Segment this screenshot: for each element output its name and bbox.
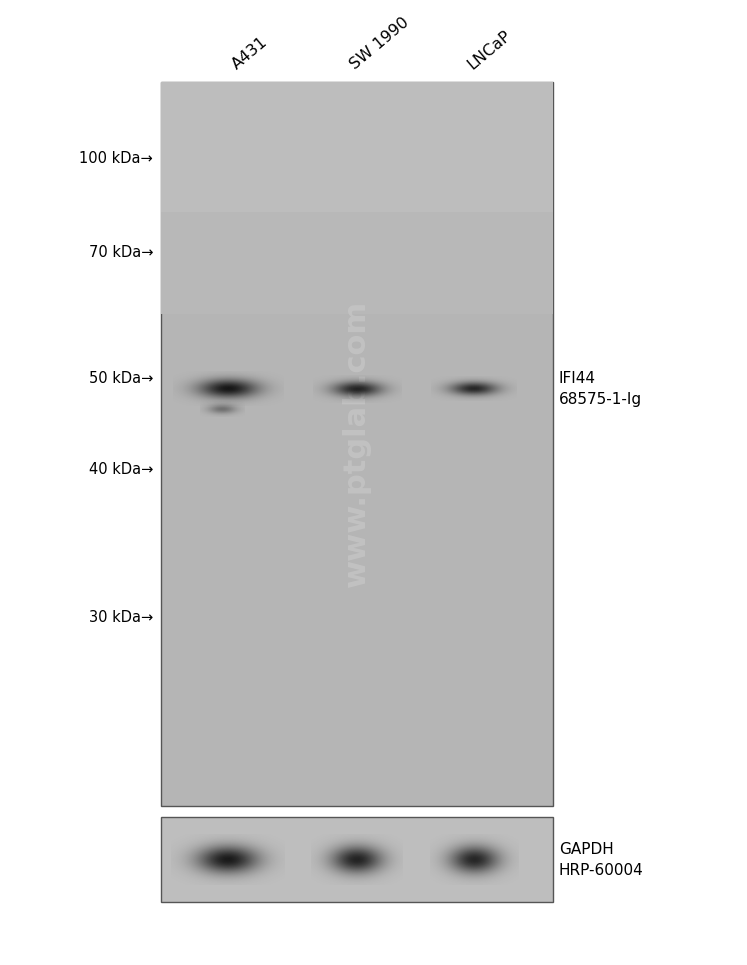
Text: LNCaP: LNCaP bbox=[465, 28, 514, 72]
Bar bbox=[161, 817, 553, 902]
Bar bbox=[161, 212, 553, 314]
Text: www.ptglab.com: www.ptglab.com bbox=[342, 300, 371, 588]
Text: SW 1990: SW 1990 bbox=[347, 14, 412, 72]
Text: 40 kDa→: 40 kDa→ bbox=[89, 461, 153, 477]
Bar bbox=[161, 82, 553, 806]
Text: 70 kDa→: 70 kDa→ bbox=[89, 244, 153, 260]
Text: 100 kDa→: 100 kDa→ bbox=[79, 151, 153, 166]
Text: A431: A431 bbox=[229, 35, 270, 72]
Bar bbox=[161, 82, 553, 227]
Text: GAPDH
HRP-60004: GAPDH HRP-60004 bbox=[559, 841, 643, 878]
Text: IFI44
68575-1-Ig: IFI44 68575-1-Ig bbox=[559, 371, 642, 407]
Text: 50 kDa→: 50 kDa→ bbox=[89, 372, 153, 386]
Text: 30 kDa→: 30 kDa→ bbox=[89, 610, 153, 625]
